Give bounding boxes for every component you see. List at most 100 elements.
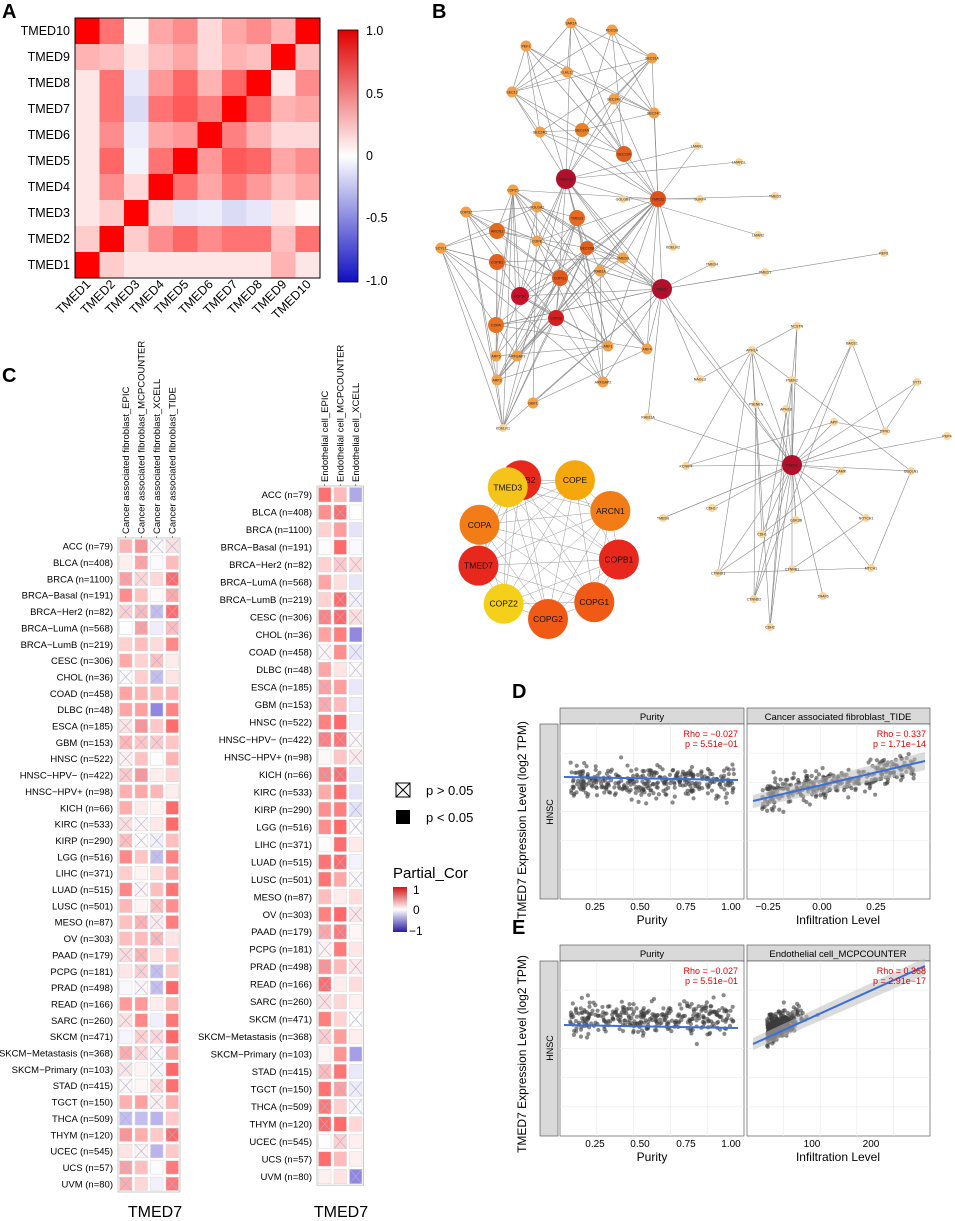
cor-cell	[333, 627, 347, 643]
network-edge	[559, 277, 609, 347]
network-edge	[465, 206, 538, 213]
cor-cell	[333, 487, 347, 503]
network-edge	[565, 178, 663, 290]
scatter-point	[681, 1013, 686, 1019]
scatter-point	[609, 767, 614, 772]
cor-cell	[134, 751, 148, 766]
scatter-point	[713, 1009, 718, 1014]
cor-cell	[333, 1081, 347, 1097]
scatter-point	[603, 1019, 608, 1024]
cor-cell	[165, 751, 179, 766]
row-label: TMED5	[28, 154, 70, 168]
network-edge	[791, 464, 824, 597]
network-edge	[525, 45, 567, 180]
scatter-point	[777, 807, 782, 812]
scatter-point	[717, 1014, 722, 1019]
hub-node: COPG1	[574, 582, 615, 623]
scatter-point	[722, 787, 727, 792]
cor-cell	[349, 766, 363, 782]
svg-text:COPB2: COPB2	[514, 295, 526, 299]
cor-cell	[134, 1111, 148, 1126]
scatter-point	[804, 799, 809, 805]
cor-cell	[134, 670, 148, 684]
network-edge	[622, 198, 659, 259]
col-label: Cancer associated fibroblast_TIDE	[167, 387, 178, 534]
scatter-point	[577, 1020, 582, 1025]
heatmap-cell	[173, 122, 198, 149]
hub-edge	[479, 524, 595, 603]
scatter-point	[646, 768, 651, 773]
scatter-point	[655, 763, 660, 768]
cor-cell	[349, 836, 363, 852]
network-node: LMAN1L	[732, 158, 746, 166]
scatter-point	[709, 788, 714, 793]
panel-label-a: A	[2, 1, 16, 23]
scatter-point	[581, 787, 586, 792]
scatter-point	[584, 1010, 590, 1015]
scatter-point	[596, 1027, 601, 1033]
heatmap-cell	[148, 122, 174, 149]
cor-cell	[349, 592, 363, 608]
row-label: ACC (n=79)	[262, 490, 312, 501]
network-edge	[511, 71, 568, 93]
scatter-point	[788, 799, 793, 804]
scatter-point	[822, 795, 828, 800]
heatmap-cell	[295, 174, 321, 201]
scatter-point	[586, 1031, 591, 1037]
scatter-point	[570, 779, 576, 784]
x-tick: 0.50	[630, 1139, 650, 1150]
network-edge	[555, 178, 567, 319]
scatter-point	[688, 770, 693, 775]
scatter-point	[730, 762, 735, 767]
row-label: PCPG (n=181)	[249, 945, 312, 956]
row-label: BLCA (n=408)	[252, 508, 312, 519]
network-edge	[699, 325, 798, 380]
colorbar-tick: -1.0	[366, 274, 388, 288]
heatmap-cell	[271, 200, 296, 227]
scatter-point	[663, 792, 668, 797]
network-edge	[496, 317, 557, 381]
cor-cell	[134, 1095, 148, 1110]
heatmap-cell	[173, 96, 198, 123]
legend-title: Partial_Cor	[393, 865, 468, 882]
hub-node: COPA	[459, 504, 500, 545]
heatmap-cell	[197, 70, 223, 97]
grid-title: TMED7	[314, 1204, 368, 1221]
cor-cell	[333, 1064, 347, 1080]
cor-cell	[318, 731, 332, 747]
scatter-point	[619, 778, 624, 783]
network-edge	[525, 45, 655, 114]
network-edge	[653, 112, 659, 200]
scatter-point	[714, 1020, 720, 1026]
cor-cell	[150, 931, 164, 946]
cor-cell	[333, 749, 347, 765]
p-text: p = 1.71e−14	[873, 739, 926, 749]
network-node: SEC22B	[580, 241, 594, 255]
network-edge	[657, 145, 698, 200]
cor-cell	[119, 964, 133, 979]
scatter-point	[680, 769, 686, 774]
scatter-point	[660, 767, 665, 772]
svg-text:TMED9: TMED9	[617, 257, 629, 261]
cor-cell	[150, 898, 164, 913]
col-label: Endothelial cell_MCPCOUNTER	[335, 345, 346, 482]
cor-cell	[134, 1046, 148, 1060]
heatmap-cell	[124, 96, 149, 123]
scatter-point	[589, 1011, 594, 1016]
cor-cell	[119, 735, 133, 750]
network-edge	[465, 211, 561, 279]
heatmap-cell	[173, 252, 198, 279]
row-label: PRAD (n=498)	[51, 983, 113, 994]
scatter-point	[586, 1015, 591, 1020]
scatter-point	[841, 788, 847, 793]
network-node: SCYL1	[435, 242, 447, 254]
scatter-point	[612, 785, 617, 790]
network-edge	[511, 91, 659, 200]
cor-cell	[119, 948, 133, 962]
scatter-point	[604, 1011, 609, 1016]
network-edge	[516, 198, 659, 357]
row-label: KIRP (n=290)	[55, 836, 113, 847]
scatter-point	[569, 1012, 575, 1017]
scatter-point	[569, 790, 574, 795]
network-edge	[440, 247, 497, 326]
